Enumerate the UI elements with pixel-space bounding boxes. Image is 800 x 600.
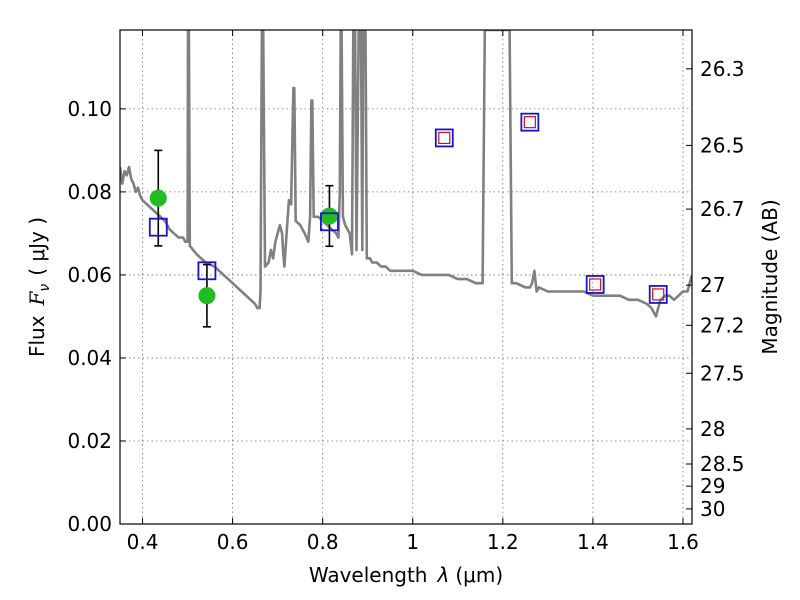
prediction-square xyxy=(438,131,451,145)
y-tick-label: 0.08 xyxy=(67,180,112,204)
y2-tick-label: 26.3 xyxy=(700,57,745,81)
y2-tick-label: 27 xyxy=(700,273,725,297)
x-tick-label: 0.4 xyxy=(127,530,159,554)
prediction-square xyxy=(589,278,602,291)
model-flux-square xyxy=(434,128,454,148)
observed-flux-point xyxy=(198,287,216,305)
x-tick-label: 0.8 xyxy=(307,530,339,554)
y2-axis-title: Magnitude (AB) xyxy=(758,199,782,354)
model-flux-square xyxy=(585,275,605,294)
x-tick-label: 1.2 xyxy=(487,530,519,554)
observed-flux-point xyxy=(149,189,167,207)
y2-tick-label: 28 xyxy=(700,417,725,441)
x-tick-label: 0.6 xyxy=(217,530,249,554)
grid-layer xyxy=(120,30,692,525)
model-flux-square xyxy=(320,212,339,232)
model-flux-square xyxy=(520,112,540,132)
y2-tick-label: 27.2 xyxy=(700,313,745,337)
observed-flux-point xyxy=(320,207,338,225)
y-tick-label: 0.04 xyxy=(67,346,112,370)
y-axis-title: FluxFν( μJy ) xyxy=(25,217,53,357)
y2-tick-label: 27.5 xyxy=(700,361,745,385)
model-spectrum-line xyxy=(120,30,692,318)
y-tick-label: 0.10 xyxy=(67,97,112,121)
y2-tick-label: 26.5 xyxy=(700,133,745,157)
y2-tick-label: 26.7 xyxy=(700,197,745,221)
prediction-square xyxy=(652,288,665,301)
y2-tick-label: 30 xyxy=(700,497,725,521)
x-axis-title: Wavelength λ (μm) xyxy=(309,563,503,587)
y2-tick-label: 29 xyxy=(700,474,725,498)
tick-layer: 0.4 0.6 0.8 1 1.2 1.4 1.6 0.00 0.02 0.04 0.06 0.08 0… xyxy=(67,30,745,554)
y-tick-label: 0.00 xyxy=(67,512,112,536)
prediction-square xyxy=(523,116,536,129)
model-flux-square xyxy=(148,217,168,237)
x-tick-label: 1 xyxy=(406,530,419,554)
x-tick-label: 1.6 xyxy=(667,530,699,554)
model-flux-square xyxy=(197,261,217,281)
x-tick-label: 1.4 xyxy=(577,530,609,554)
model-flux-square xyxy=(648,285,668,304)
y-tick-label: 0.02 xyxy=(67,429,112,453)
y2-tick-label: 28.5 xyxy=(700,452,745,476)
plot-frame xyxy=(119,29,693,525)
y-tick-label: 0.06 xyxy=(67,263,112,287)
data-layer xyxy=(120,30,692,328)
